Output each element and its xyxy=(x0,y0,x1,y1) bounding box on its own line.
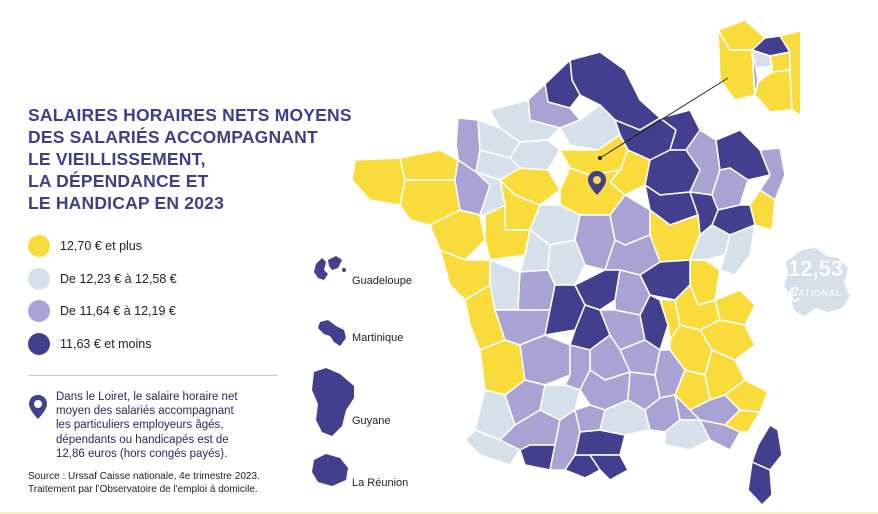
footer-line xyxy=(0,512,878,514)
region-alpes-maritimes xyxy=(724,379,769,413)
legend-label: De 12,23 € à 12,58 € xyxy=(60,271,177,286)
region-haute-savoie xyxy=(714,289,756,326)
title-line: LE VIEILLISSEMENT, xyxy=(28,149,206,169)
legend-swatch-mid-high xyxy=(28,267,50,290)
france-map xyxy=(351,19,800,506)
guyane-label: Guyane xyxy=(352,415,391,427)
legend: 12,70 € et plus De 12,23 € à 12,58 € De … xyxy=(28,234,288,364)
region-alpes-maritimes-coast xyxy=(724,409,761,433)
national-badge: 12,53 € NATIONAL xyxy=(782,246,852,318)
map-title: SALAIRES HORAIRES NETS MOYENS DES SALARI… xyxy=(28,104,388,214)
region-vienne xyxy=(517,269,556,311)
legend-item-mid-low: De 11,64 € à 12,19 € xyxy=(28,299,288,323)
title-line: DES SALARIÉS ACCOMPAGNANT xyxy=(28,127,318,147)
note-line: les particuliers employeurs âgés, xyxy=(56,419,224,432)
legend-label: 12,70 € et plus xyxy=(60,239,143,253)
region-dordogne xyxy=(519,334,571,386)
note-line: moyen des salariés accompagnant xyxy=(56,405,234,418)
legend-item-low: 11,63 € et moins xyxy=(28,332,288,356)
title-line: LE HANDICAP EN 2023 xyxy=(28,193,225,213)
region-hautes-pyrenees xyxy=(519,444,556,471)
region-haut-rhin xyxy=(749,189,776,231)
idf-inset xyxy=(717,19,800,116)
region-cotes-armor xyxy=(399,149,459,181)
reunion-label: La Réunion xyxy=(352,477,409,489)
martinique-label: Martinique xyxy=(352,332,404,344)
guadeloupe-shape xyxy=(314,256,346,280)
inset-val-de-marne xyxy=(769,51,791,73)
legend-item-mid-high: De 12,23 € à 12,58 € xyxy=(28,267,288,291)
france-silhouette-icon xyxy=(784,248,850,316)
legend-swatch-high xyxy=(28,235,50,257)
overseas-shapes xyxy=(312,256,354,486)
loiret-note: Dans le Loiret, le salaire horaire net m… xyxy=(28,390,298,461)
legend-swatch-mid-low xyxy=(28,300,50,322)
legend-divider xyxy=(28,375,278,376)
martinique-shape xyxy=(318,320,346,346)
legend-label: De 11,64 € à 12,19 € xyxy=(60,304,176,318)
legend-item-high: 12,70 € et plus xyxy=(28,234,288,258)
region-finistere xyxy=(351,157,406,206)
inset-seine-et-marne xyxy=(779,30,800,116)
region-deux-sevres xyxy=(489,259,521,311)
region-oise xyxy=(559,104,621,151)
inset-connector-line xyxy=(599,77,729,159)
reunion-shape xyxy=(312,454,348,486)
note-text: Dans le Loiret, le salaire horaire net m… xyxy=(56,390,298,461)
note-line: dépendants ou handicapés est de xyxy=(56,433,229,446)
title-line: LA DÉPENDANCE ET xyxy=(28,171,209,191)
region-corse-du-sud xyxy=(747,461,773,506)
title-line: SALAIRES HORAIRES NETS MOYENS xyxy=(28,105,352,125)
source-text: Source : Urssaf Caisse nationale, 4e tri… xyxy=(28,470,328,496)
map-pin-icon xyxy=(29,395,47,419)
legend-label: 11,63 € et moins xyxy=(60,336,152,351)
region-pyrenees-orientales xyxy=(589,454,629,481)
national-label: NATIONAL xyxy=(791,288,842,299)
guyane-shape xyxy=(312,368,354,436)
note-line: 12,86 euros (hors congés payés). xyxy=(56,447,228,460)
guadeloupe-label: Guadeloupe xyxy=(352,275,412,287)
note-line: Dans le Loiret, le salaire horaire net xyxy=(56,391,238,403)
source-line: Traitement par l'Observatoire de l'emplo… xyxy=(28,484,258,495)
loiret-pin-icon xyxy=(588,171,606,195)
national-value: 12,53 € xyxy=(788,256,844,307)
inset-connector-dot xyxy=(598,156,602,160)
legend-swatch-low xyxy=(28,332,50,355)
source-line: Source : Urssaf Caisse nationale, 4e tri… xyxy=(28,471,260,482)
inset-essonne xyxy=(754,69,793,113)
